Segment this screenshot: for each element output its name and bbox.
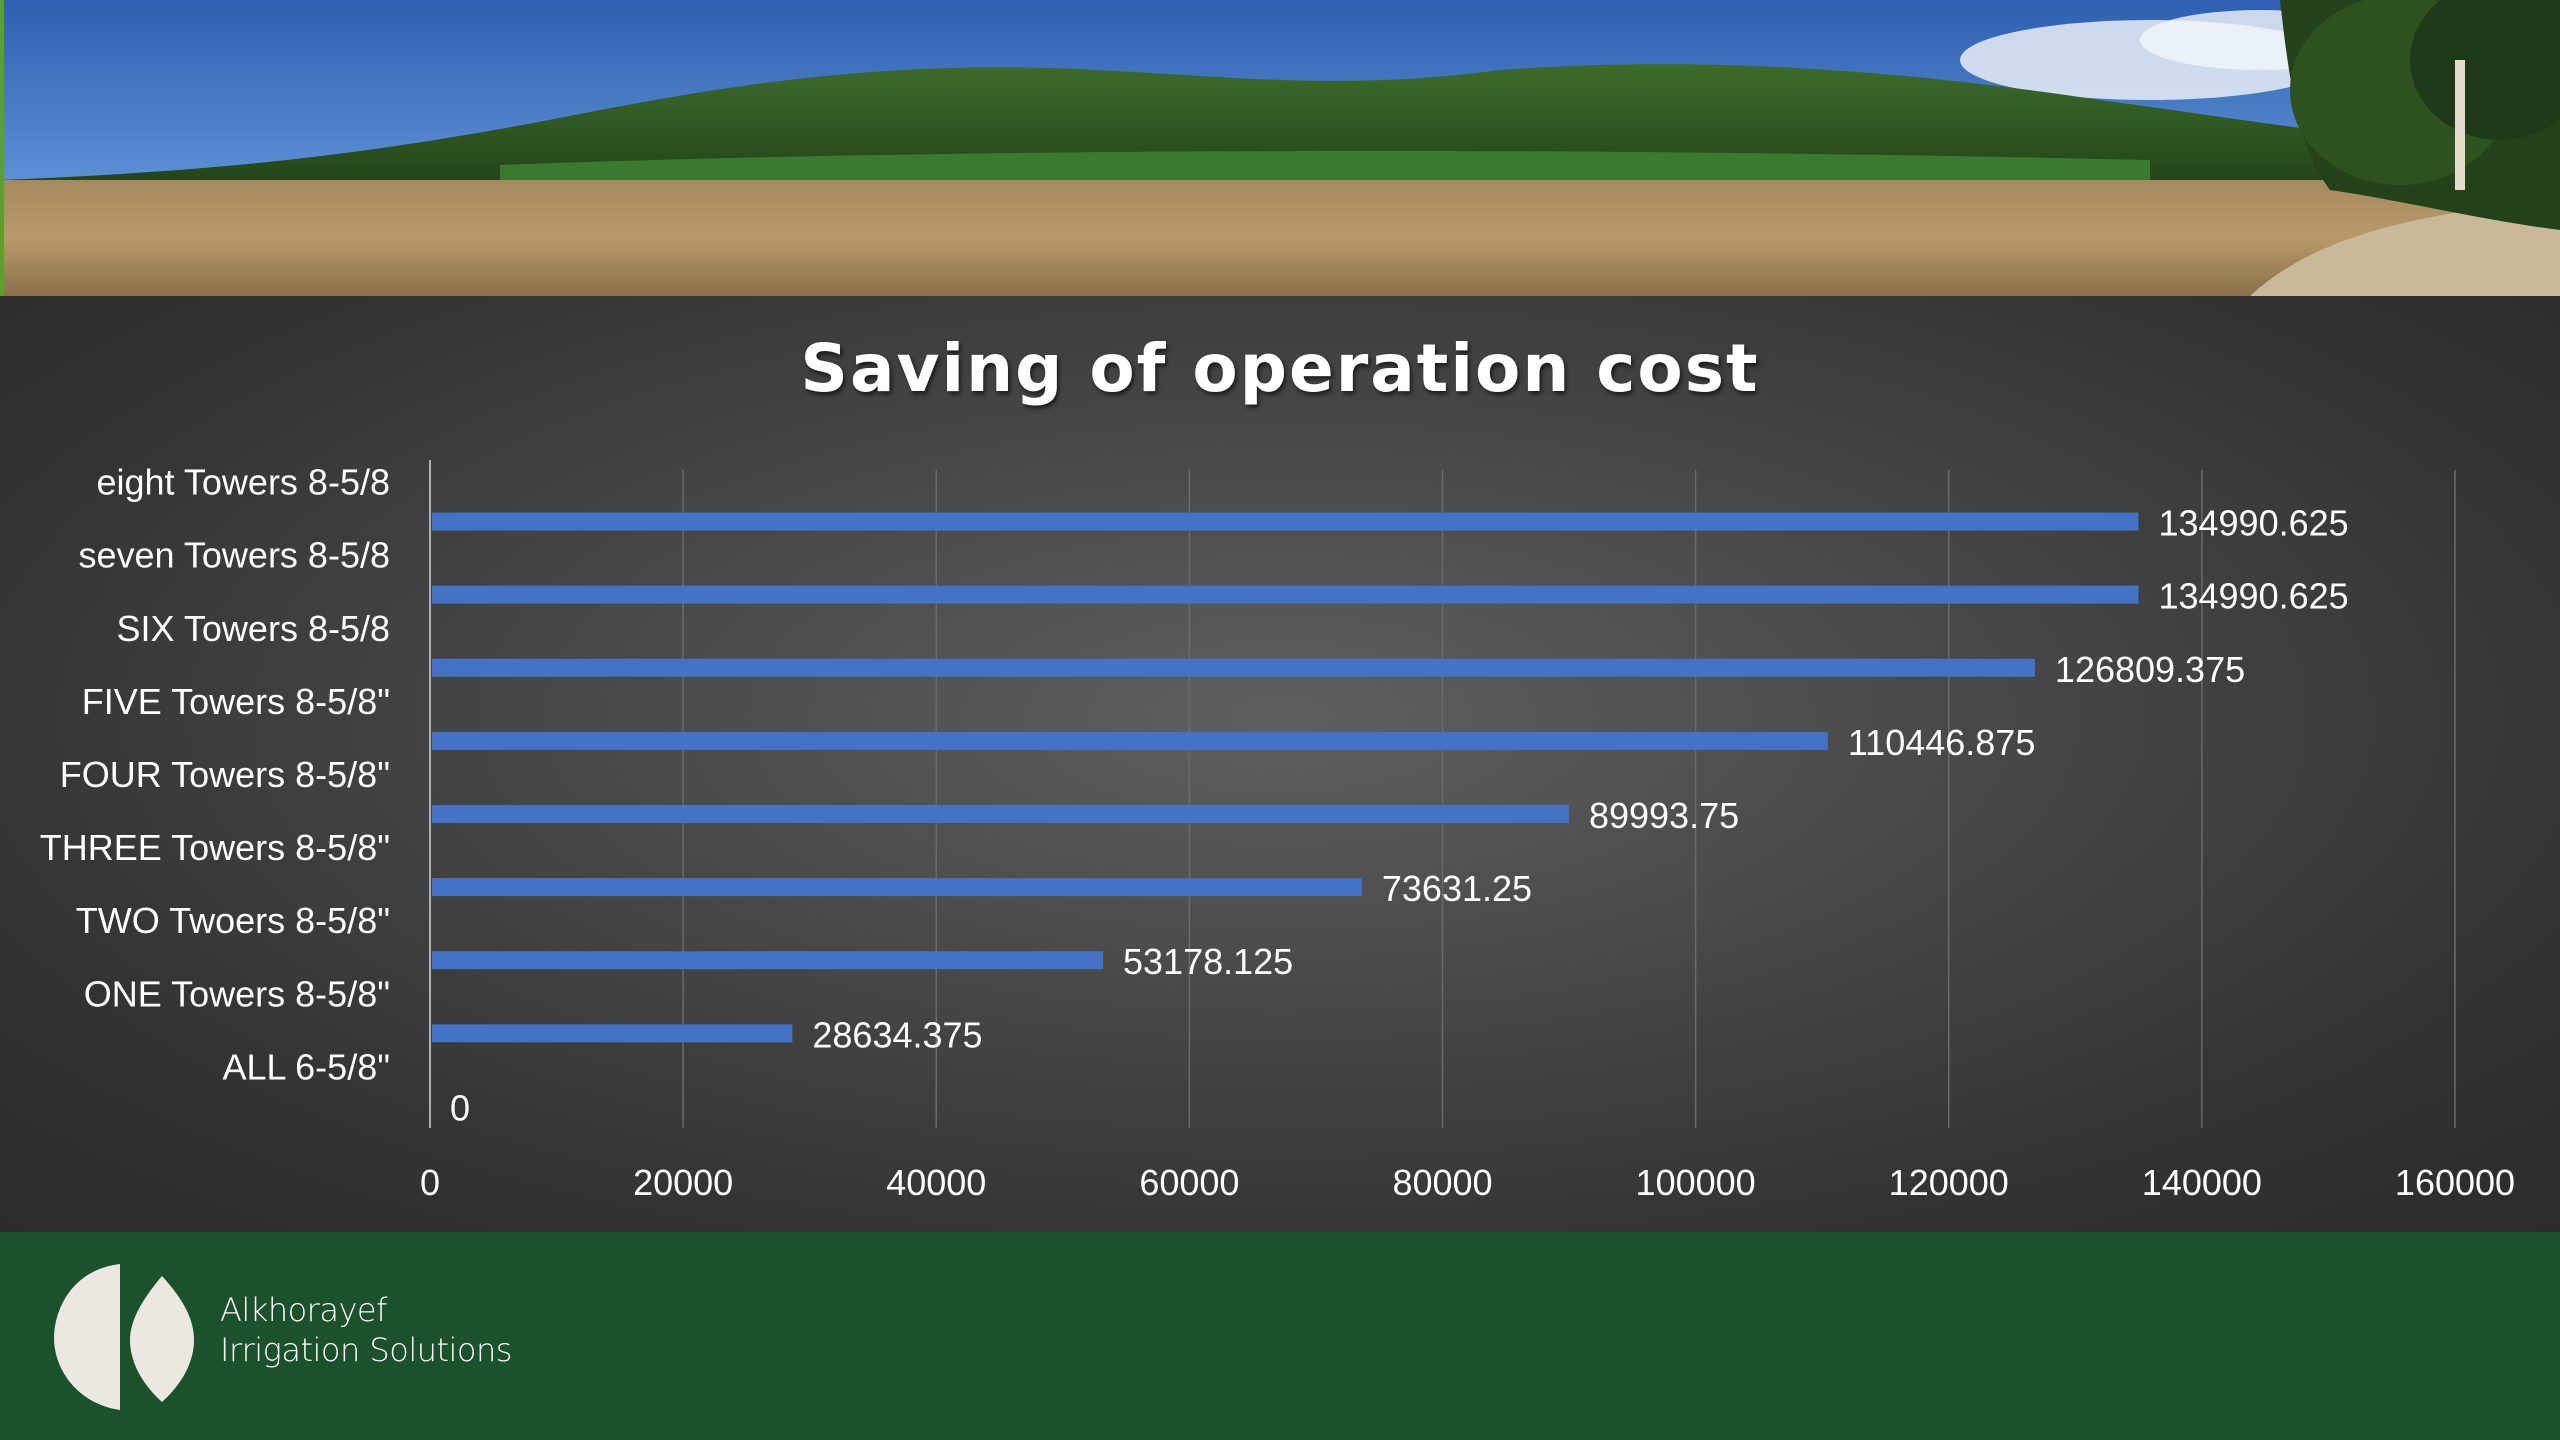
x-tick-label: 120000 [1889, 1162, 2009, 1203]
y-category-label: ONE Towers 8-5/8" [84, 973, 390, 1014]
bar-data-label: 134990.625 [2158, 503, 2348, 544]
chart-panel [0, 296, 2560, 1232]
bar-chart: 0 20000 40000 60000 80000 100000 120000 140000 1… [40, 460, 2515, 1203]
y-category-label: seven Towers 8-5/8 [78, 535, 390, 576]
y-category-label: ALL 6-5/8" [222, 1046, 390, 1087]
brand-line-1: Alkhorayef [220, 1291, 387, 1329]
bar [432, 512, 2139, 531]
leaf-logo-icon [54, 1264, 194, 1410]
x-tick-label: 20000 [633, 1162, 733, 1203]
x-tick-label: 140000 [2142, 1162, 2262, 1203]
footer-bar [0, 1232, 2560, 1440]
x-tick-label: 80000 [1392, 1162, 1492, 1203]
y-category-label: eight Towers 8-5/8 [96, 462, 390, 503]
x-tick-label: 100000 [1636, 1162, 1756, 1203]
bar-data-label: 89993.75 [1589, 795, 1739, 836]
bar [432, 805, 1569, 823]
bar [432, 1024, 793, 1043]
bar-data-label: 73631.25 [1382, 868, 1532, 909]
x-tick-label: 60000 [1139, 1162, 1239, 1203]
bar [432, 585, 2139, 604]
brand-name: Alkhorayef Irrigation Solutions [220, 1290, 512, 1370]
bar-data-label: 53178.125 [1123, 941, 1293, 982]
x-tick-label: 40000 [886, 1162, 986, 1203]
x-tick-label: 160000 [2395, 1162, 2515, 1203]
y-category-label: FOUR Towers 8-5/8" [60, 754, 390, 795]
bar [432, 878, 1362, 897]
y-category-label: THREE Towers 8-5/8" [40, 827, 390, 868]
bar-data-label: 134990.625 [2158, 576, 2348, 617]
y-category-label: FIVE Towers 8-5/8" [82, 681, 390, 722]
bar [432, 731, 1828, 750]
y-category-label: SIX Towers 8-5/8 [117, 608, 390, 649]
chart-title: Saving of operation cost [800, 330, 1760, 407]
bar-data-label: 28634.375 [812, 1014, 982, 1055]
bar [432, 658, 2035, 677]
bar [432, 951, 1104, 970]
bar-data-label: 110446.875 [1848, 722, 2036, 763]
brand-line-2: Irrigation Solutions [220, 1331, 512, 1369]
y-category-label: TWO Twoers 8-5/8" [76, 900, 390, 941]
bar-data-label: 0 [450, 1087, 470, 1128]
x-tick-label: 0 [420, 1162, 440, 1203]
landscape-banner-image [0, 0, 2560, 296]
bar-data-label: 126809.375 [2055, 649, 2245, 690]
